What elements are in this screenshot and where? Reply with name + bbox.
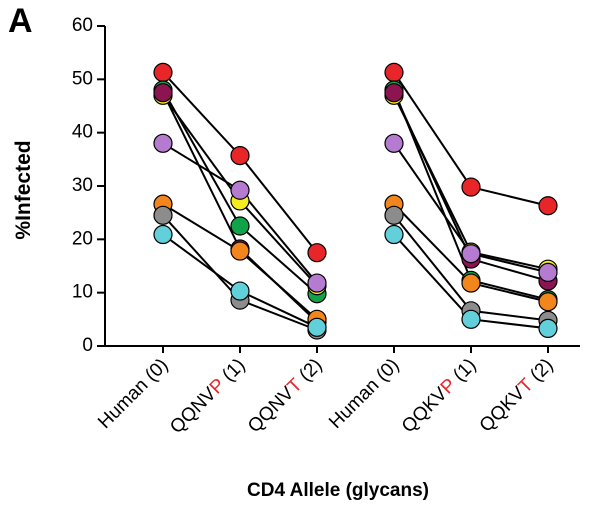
data-point [153, 133, 173, 153]
data-point [384, 224, 404, 245]
x-tick-label-part: Human (0) [325, 355, 403, 433]
y-axis-label: %Infected [12, 140, 35, 239]
data-point [384, 83, 404, 103]
data-point [153, 62, 173, 83]
data-point [384, 62, 404, 83]
data-point [230, 216, 250, 236]
data-point [538, 292, 558, 312]
x-tick-label: Human (0) [325, 355, 403, 433]
data-point [538, 196, 558, 216]
data-point [230, 146, 250, 166]
data-point [230, 241, 250, 261]
data-point [461, 309, 481, 329]
data-point [538, 318, 558, 338]
x-tick-label: Human (0) [94, 355, 172, 433]
data-point [384, 205, 404, 225]
x-tick-label: QQKVT (2) [476, 355, 558, 437]
y-tick-label: 40 [72, 122, 93, 143]
data-point [461, 244, 481, 264]
data-point [307, 317, 327, 337]
data-point [153, 83, 173, 103]
x-tick-label: QQKVP (1) [398, 355, 481, 438]
x-tick-label: QQNVT (2) [244, 355, 327, 438]
x-axis-label: CD4 Allele (glycans) [247, 480, 429, 501]
y-tick-label: 50 [72, 68, 93, 89]
y-tick-label: 30 [72, 175, 93, 196]
data-point [230, 281, 250, 301]
x-tick-label: QQNVP (1) [166, 355, 249, 438]
data-point [307, 273, 327, 293]
y-tick-label: 20 [72, 228, 93, 249]
data-point [153, 224, 173, 245]
panel-label: A [8, 2, 33, 40]
x-tick-label-part: Human (0) [94, 355, 172, 433]
data-point [538, 262, 558, 282]
data-point [461, 273, 481, 293]
data-point [307, 243, 327, 263]
data-point [153, 205, 173, 225]
y-tick-label: 60 [72, 15, 93, 36]
y-tick-label: 0 [82, 335, 93, 356]
data-point [461, 177, 481, 197]
y-tick-label: 10 [72, 282, 93, 303]
data-point [230, 180, 250, 200]
data-point [384, 133, 404, 153]
